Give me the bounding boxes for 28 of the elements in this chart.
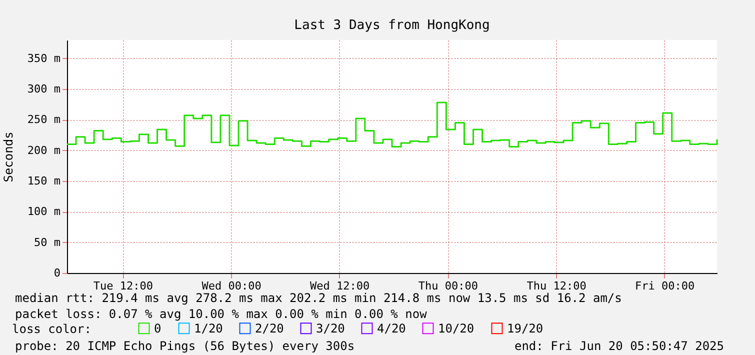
x-tick-label: Thu 00:00	[418, 280, 478, 292]
legend-label: 10/20	[438, 321, 474, 336]
y-tick-label: 100 m	[27, 205, 61, 218]
legend-label: 4/20	[377, 321, 406, 336]
x-tick-label: Wed 00:00	[202, 280, 262, 292]
legend-label: 0	[154, 321, 162, 336]
y-tick-label: 0	[54, 266, 60, 280]
y-tick-label: 350 m	[27, 52, 61, 65]
legend-label: 3/20	[316, 321, 345, 336]
legend-label: 19/20	[507, 321, 544, 336]
legend-label: 1/20	[194, 321, 223, 336]
legend-label: 2/20	[255, 321, 284, 336]
text: packet loss: 0.07 % avg 10.00 % max 0.00 % min 0.00 % now	[15, 307, 428, 321]
x-tick-label: Tue 12:00	[93, 280, 153, 292]
text: probe: 20 ICMP Echo Pings (56 Bytes) every 300s	[15, 339, 355, 353]
x-tick-label: Thu 12:00	[526, 280, 586, 292]
text: end: Fri Jun 20 05:50:47 2025	[514, 339, 724, 353]
y-axis-title: Seconds	[1, 132, 16, 182]
y-tick-label: 300 m	[27, 82, 61, 96]
chart-title: Last 3 Days from HongKong	[294, 18, 490, 33]
y-tick-label: 150 m	[27, 174, 61, 188]
y-tick-label: 50 m	[34, 236, 61, 249]
y-tick-label: 250 m	[27, 113, 61, 126]
legend-title: loss color:	[12, 322, 92, 336]
x-tick-label: Fri 00:00	[635, 280, 695, 292]
y-tick-label: 200 m	[27, 144, 61, 157]
text: median rtt: 219.4 ms avg 278.2 ms max 202.2 ms min 214.8 ms now 13.5 ms sd 16.2 am/s	[15, 291, 622, 305]
x-tick-label: Wed 12:00	[310, 280, 370, 292]
